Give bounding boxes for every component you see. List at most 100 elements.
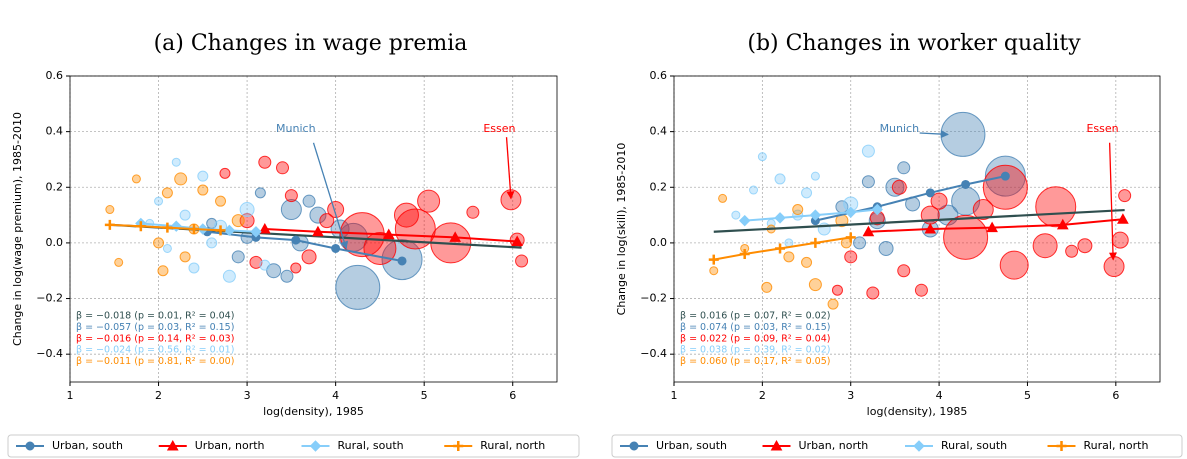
regression-stat: β = 0.074 (p = 0.03, R² = 0.15) bbox=[680, 322, 830, 333]
bubble bbox=[231, 250, 245, 264]
bubble bbox=[861, 144, 875, 158]
bubble bbox=[897, 264, 911, 278]
bubble bbox=[171, 157, 181, 167]
annotation: Munich bbox=[880, 122, 920, 135]
plot-frame bbox=[69, 75, 558, 383]
bubble bbox=[249, 255, 263, 269]
regression-stat: β = 0.060 (p = 0.17, R² = 0.05) bbox=[680, 356, 830, 367]
bubble bbox=[179, 251, 191, 263]
line-marker bbox=[871, 203, 883, 216]
bubble bbox=[394, 208, 436, 250]
bubble bbox=[105, 205, 115, 215]
y-tick-label: −0.2 bbox=[36, 292, 63, 305]
legend-label: Rural, north bbox=[1084, 439, 1149, 452]
bubble bbox=[757, 152, 767, 162]
bubble bbox=[335, 264, 381, 310]
bubble bbox=[153, 237, 165, 249]
y-tick-label: 0.4 bbox=[46, 125, 64, 138]
x-tick-label: 4 bbox=[936, 389, 943, 402]
line-marker bbox=[162, 222, 173, 233]
bubble bbox=[131, 174, 141, 184]
line-marker bbox=[862, 225, 875, 237]
bubble bbox=[393, 202, 419, 228]
y-tick-label: 0.6 bbox=[46, 69, 64, 82]
bubble bbox=[327, 201, 345, 219]
legend-marker bbox=[453, 441, 464, 451]
annotation: Essen bbox=[483, 122, 515, 135]
legend-label: Rural, south bbox=[941, 439, 1007, 452]
annotation-arrow bbox=[505, 137, 515, 200]
annotation-arrow bbox=[919, 130, 949, 139]
bubble bbox=[466, 205, 480, 219]
y-tick-label: −0.4 bbox=[640, 347, 667, 360]
bubble bbox=[417, 189, 441, 213]
y-tick-label: 0.4 bbox=[650, 125, 668, 138]
x-tick-label: 6 bbox=[1112, 389, 1119, 402]
bubble bbox=[162, 243, 172, 253]
line-marker bbox=[1000, 171, 1010, 181]
bubble bbox=[222, 269, 236, 283]
bubble bbox=[878, 240, 894, 256]
bubble bbox=[709, 266, 719, 276]
bubble bbox=[197, 184, 209, 196]
legend-label: Urban, north bbox=[195, 439, 265, 452]
line-marker bbox=[449, 231, 462, 242]
bubble bbox=[266, 263, 282, 279]
x-tick-label: 3 bbox=[847, 389, 854, 402]
x-tick-label: 2 bbox=[759, 389, 766, 402]
bubble bbox=[731, 210, 741, 220]
line-marker bbox=[250, 226, 262, 238]
line-marker bbox=[809, 209, 822, 221]
y-tick-label: 0.2 bbox=[46, 180, 64, 193]
bubble bbox=[774, 173, 786, 185]
bubble bbox=[930, 192, 948, 210]
line-marker bbox=[924, 222, 937, 234]
bubble bbox=[280, 199, 302, 221]
legend-marker bbox=[913, 440, 925, 452]
bubble bbox=[302, 194, 316, 208]
line-marker bbox=[188, 224, 199, 234]
bubble bbox=[831, 284, 843, 296]
bubble bbox=[1111, 231, 1129, 249]
legend-marker bbox=[770, 439, 783, 451]
legend-marker bbox=[309, 440, 322, 452]
annotation: Essen bbox=[1086, 122, 1118, 135]
legend-marker bbox=[25, 441, 35, 451]
bubble bbox=[783, 251, 795, 263]
line-marker bbox=[291, 235, 301, 245]
bubble bbox=[801, 187, 813, 199]
bubble bbox=[154, 196, 164, 206]
line-marker bbox=[925, 188, 935, 198]
line-marker bbox=[986, 221, 998, 233]
bubble bbox=[239, 202, 255, 218]
legend-label: Rural, south bbox=[338, 439, 404, 452]
bubble bbox=[853, 236, 867, 250]
x-tick-label: 4 bbox=[332, 389, 339, 402]
regression-stat: β = −0.018 (p = 0.01, R² = 0.04) bbox=[76, 311, 234, 322]
line-marker bbox=[511, 235, 524, 247]
bubble bbox=[808, 278, 822, 292]
line-marker bbox=[135, 221, 146, 232]
y-tick-label: −0.2 bbox=[640, 292, 667, 305]
bubble bbox=[1035, 186, 1077, 228]
bubble bbox=[718, 193, 728, 203]
line-marker bbox=[739, 249, 750, 260]
line-marker bbox=[104, 219, 115, 230]
bubble bbox=[276, 161, 290, 175]
x-tick-label: 6 bbox=[509, 389, 516, 402]
bubble bbox=[290, 262, 302, 274]
bubble bbox=[259, 259, 271, 271]
line-marker bbox=[708, 254, 719, 265]
line-marker bbox=[382, 228, 395, 240]
bubble bbox=[254, 187, 266, 199]
line-marker bbox=[397, 256, 407, 266]
bubble bbox=[231, 214, 245, 228]
regression-stat: β = −0.011 (p = 0.81, R² = 0.00) bbox=[76, 356, 234, 367]
bubble bbox=[309, 206, 327, 224]
x-tick-label: 5 bbox=[1024, 389, 1031, 402]
legend-marker bbox=[166, 439, 179, 451]
line-marker bbox=[1056, 218, 1069, 230]
line-marker bbox=[331, 243, 341, 253]
line-marker bbox=[312, 225, 324, 237]
